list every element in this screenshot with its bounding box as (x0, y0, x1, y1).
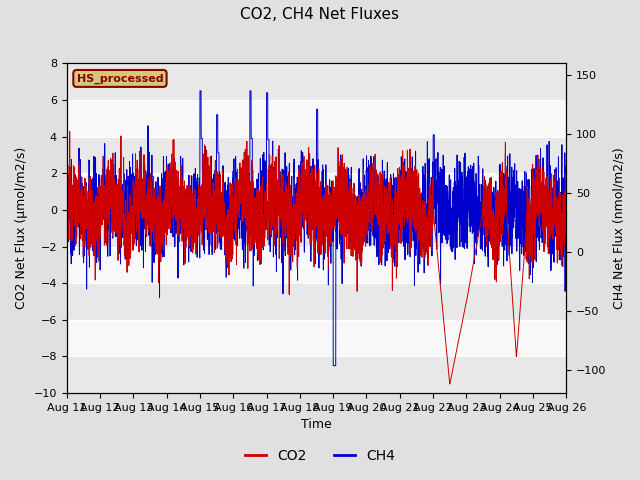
Bar (67, 357, 566, 393)
X-axis label: Time: Time (301, 419, 332, 432)
Bar (67, 173, 566, 210)
Bar (67, 137, 566, 173)
Y-axis label: CO2 Net Flux (μmol/m2/s): CO2 Net Flux (μmol/m2/s) (15, 147, 28, 310)
Bar (67, 210, 566, 247)
Bar (67, 320, 566, 357)
Bar (67, 100, 566, 137)
Bar (67, 283, 566, 320)
Bar (67, 63, 566, 100)
Text: HS_processed: HS_processed (77, 73, 163, 84)
Y-axis label: CH4 Net Flux (nmol/m2/s): CH4 Net Flux (nmol/m2/s) (612, 147, 625, 309)
Text: CO2, CH4 Net Fluxes: CO2, CH4 Net Fluxes (241, 7, 399, 22)
Bar (67, 247, 566, 283)
Legend: CO2, CH4: CO2, CH4 (239, 443, 401, 468)
